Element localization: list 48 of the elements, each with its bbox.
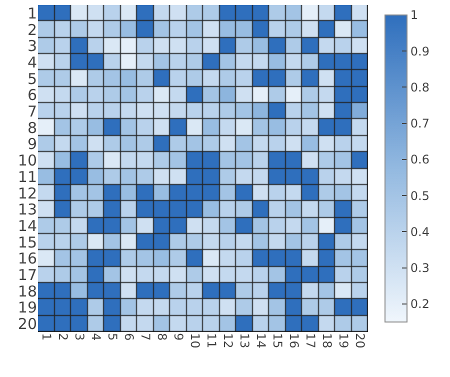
color-bar-label: 0.2 xyxy=(410,297,430,312)
x-tick-label: 1 xyxy=(39,333,54,341)
color-bar-label: 0.9 xyxy=(410,44,430,58)
y-tick-label: 16 xyxy=(18,250,37,268)
x-tick-label: 9 xyxy=(171,333,186,341)
x-tick-label: 12 xyxy=(220,333,235,348)
x-tick-label: 14 xyxy=(254,333,268,348)
x-tick-label: 5 xyxy=(105,333,120,341)
x-tick-label: 15 xyxy=(270,333,284,348)
x-tick-label: 17 xyxy=(303,333,318,348)
color-bar-label: 0.3 xyxy=(410,261,430,276)
y-tick-label: 11 xyxy=(18,168,37,186)
x-tick-label: 3 xyxy=(72,333,86,341)
x-tick-label: 2 xyxy=(56,333,70,341)
color-bar-label: 0.4 xyxy=(410,224,430,239)
x-tick-label: 7 xyxy=(138,333,152,341)
x-tick-label: 20 xyxy=(352,333,367,348)
x-tick-label: 11 xyxy=(204,333,218,348)
y-tick-label: 4 xyxy=(27,53,37,72)
x-tick-label: 16 xyxy=(286,333,301,348)
y-tick-label: 7 xyxy=(27,102,37,121)
x-tick-label: 8 xyxy=(154,333,169,341)
y-tick-label: 17 xyxy=(18,266,37,284)
y-tick-label: 5 xyxy=(27,70,37,88)
x-tick-label: 13 xyxy=(237,333,252,348)
x-tick-label: 18 xyxy=(320,333,334,348)
x-tick-label: 6 xyxy=(122,333,136,341)
y-tick-label: 18 xyxy=(18,282,37,300)
y-tick-label: 9 xyxy=(27,135,37,154)
y-tick-label: 10 xyxy=(18,152,37,170)
y-tick-label: 14 xyxy=(18,216,37,235)
x-tick-label: 4 xyxy=(88,333,103,341)
y-tick-label: 12 xyxy=(18,184,37,202)
y-tick-label: 13 xyxy=(18,200,37,219)
y-tick-label: 8 xyxy=(27,118,37,137)
y-tick-label: 2 xyxy=(27,20,37,39)
y-tick-label: 3 xyxy=(27,37,37,56)
color-bar-label: 0.8 xyxy=(410,80,430,94)
color-bar-label: 0.7 xyxy=(410,116,430,131)
y-tick-label: 1 xyxy=(27,4,37,22)
color-bar-label: 0.5 xyxy=(410,188,430,203)
x-tick-label: 10 xyxy=(188,333,202,348)
color-bar-label: 0.6 xyxy=(410,152,430,167)
color-bar-label: 1 xyxy=(410,8,418,22)
y-tick-label: 6 xyxy=(27,86,37,104)
y-tick-label: 19 xyxy=(18,298,37,317)
y-tick-label: 15 xyxy=(18,233,37,252)
x-tick-label: 19 xyxy=(336,333,350,348)
